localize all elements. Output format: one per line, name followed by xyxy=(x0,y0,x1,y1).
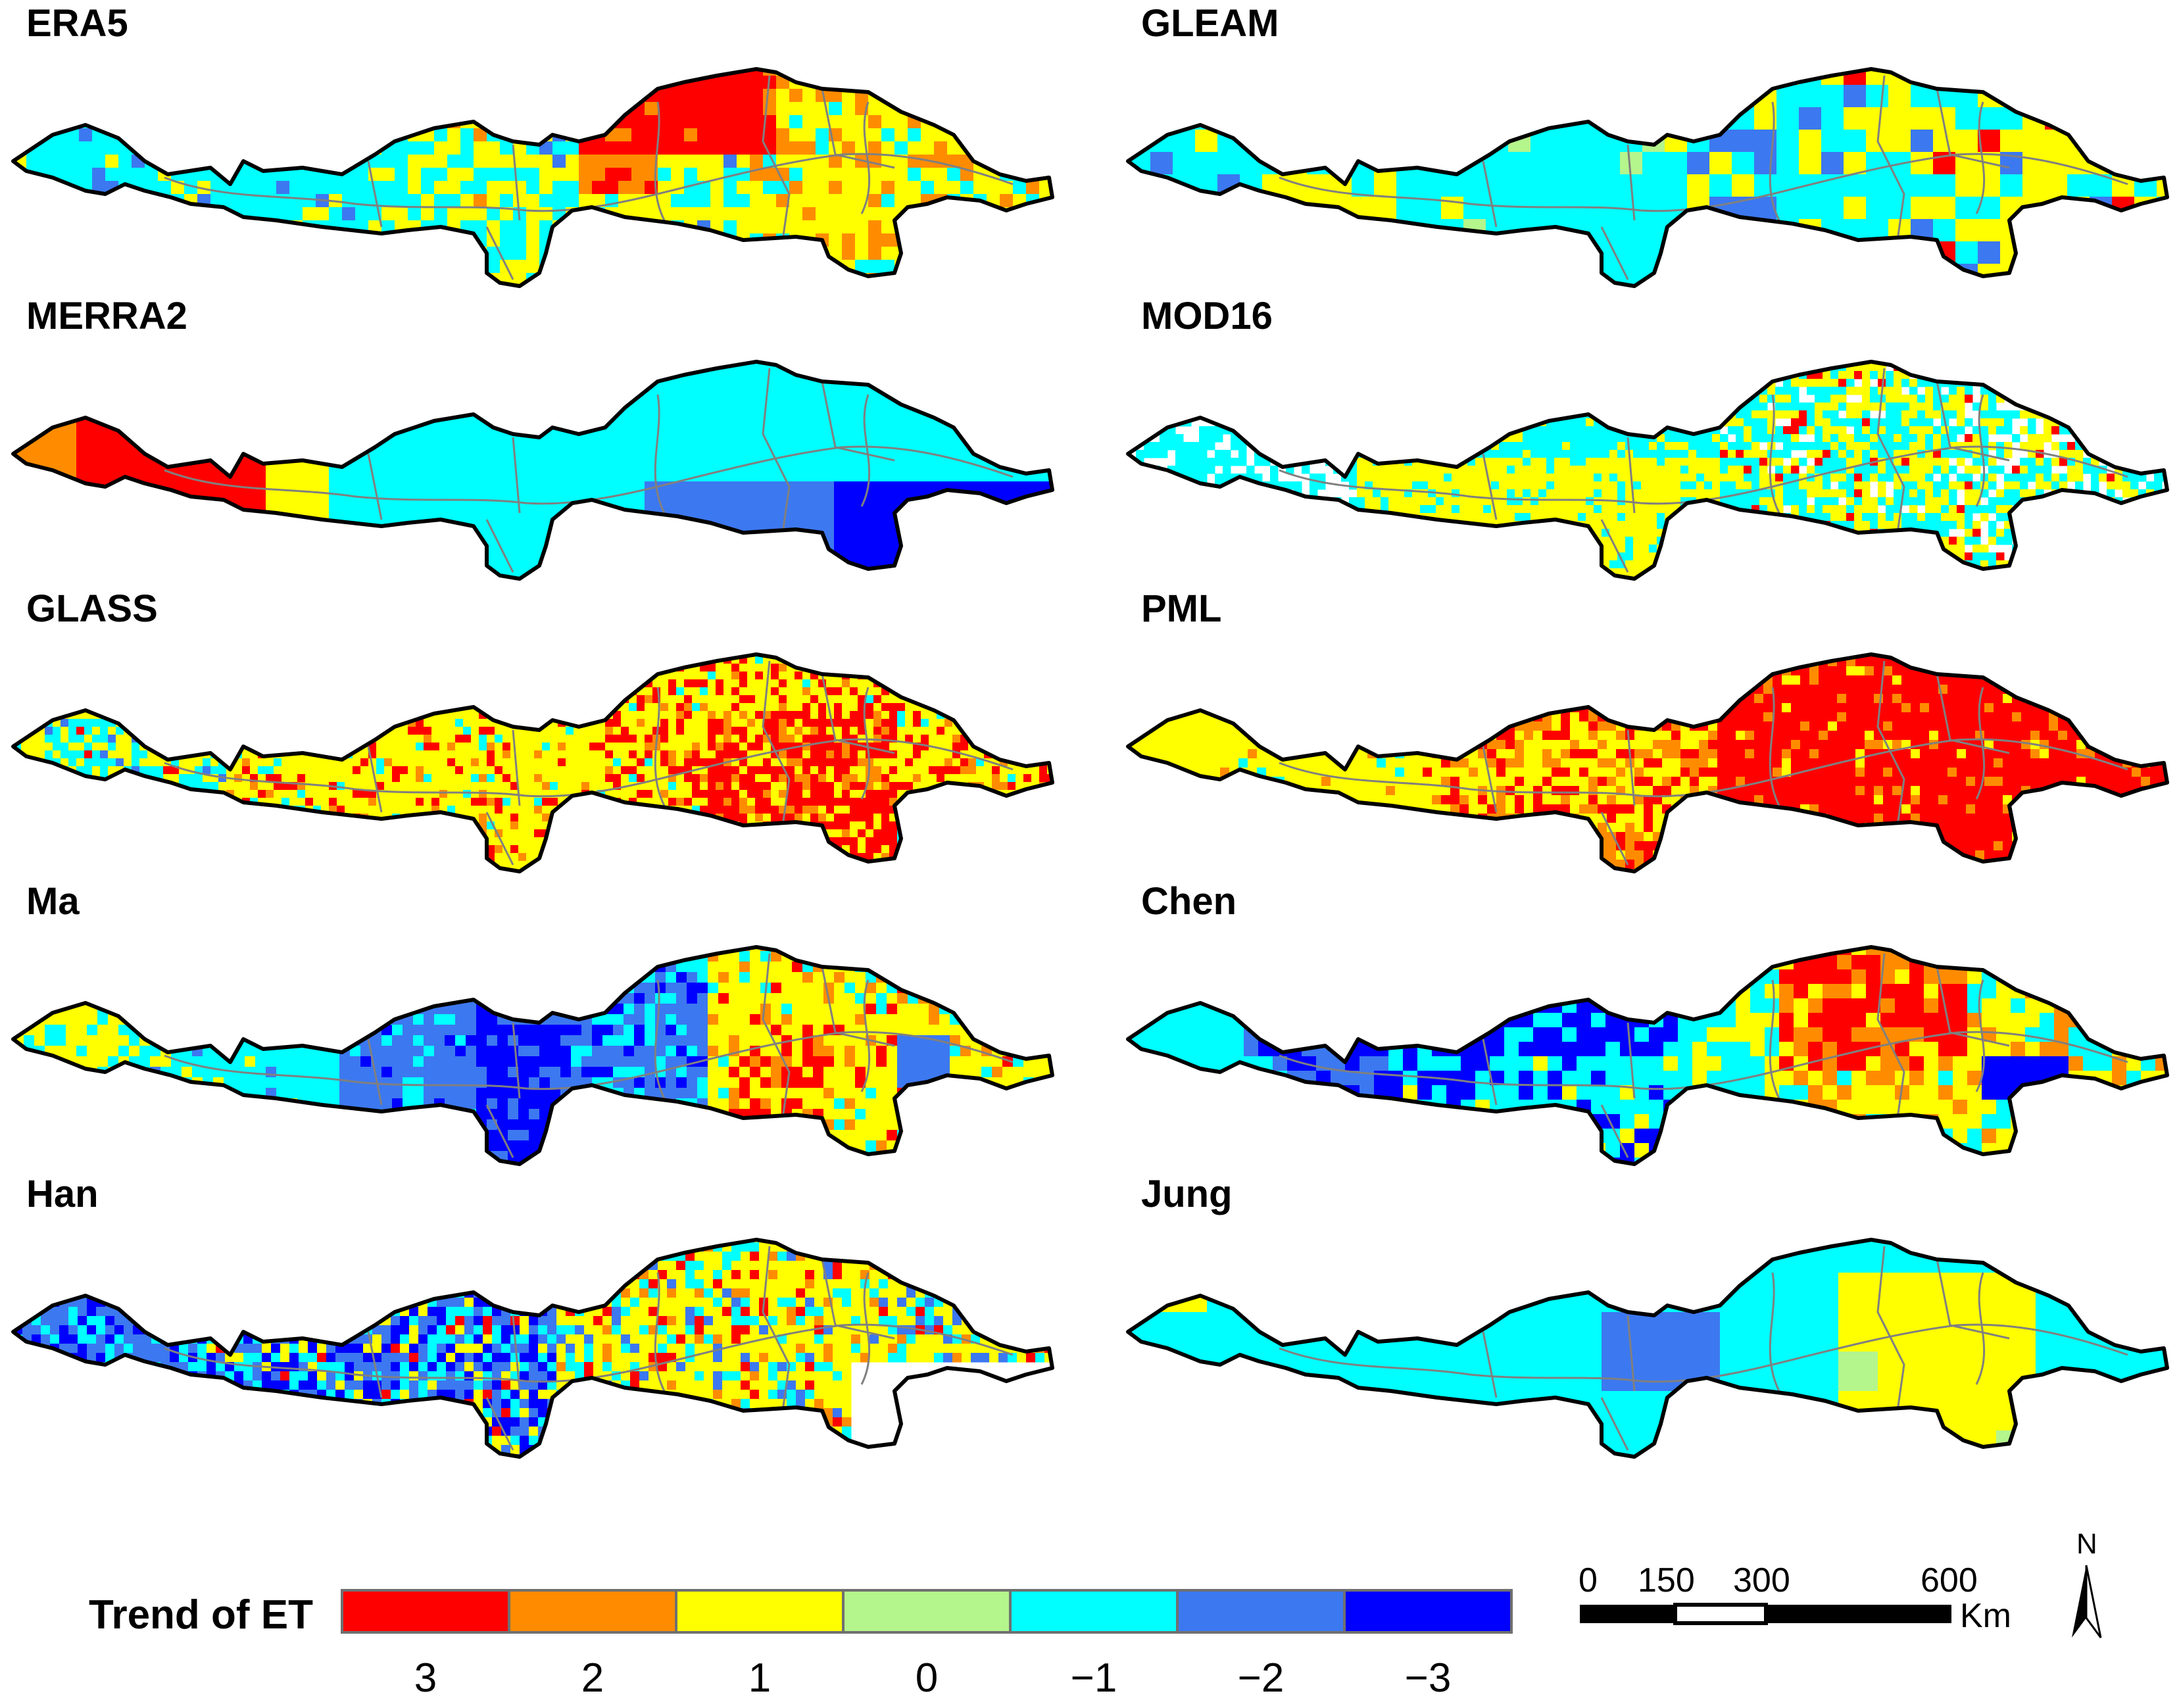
legend-ticks: 3 2 1 0 −1 −2 −3 xyxy=(414,1655,1452,1701)
legend: Trend of ET 3 2 1 0 −1 −2 −3 xyxy=(89,1589,1513,1701)
trend-raster-chen xyxy=(1128,947,2167,1164)
map-panel-glass: GLASS xyxy=(13,587,1056,901)
panel-title-glass: GLASS xyxy=(26,587,158,630)
scale-bar: 0 150 300 600 Km xyxy=(1579,1561,2011,1635)
legend-tick-6: −3 xyxy=(1405,1655,1452,1701)
scale-label-300: 300 xyxy=(1733,1561,1790,1599)
trend-raster-han xyxy=(13,1240,1052,1457)
panel-title-jung: Jung xyxy=(1141,1173,1233,1215)
legend-tick-0: 3 xyxy=(414,1655,437,1701)
legend-swatch-4 xyxy=(1009,1589,1179,1634)
trend-raster-jung xyxy=(1128,1240,2167,1457)
scale-label-0: 0 xyxy=(1579,1561,1598,1599)
panel-title-merra2: MERRA2 xyxy=(26,295,187,337)
legend-tick-4: −1 xyxy=(1071,1655,1117,1701)
map-panel-ma: Ma xyxy=(13,880,1056,1194)
legend-swatch-0 xyxy=(341,1589,510,1634)
map-panel-pml: PML xyxy=(1128,587,2169,906)
north-arrow-left xyxy=(2072,1565,2086,1638)
north-label: N xyxy=(2076,1528,2097,1560)
legend-title: Trend of ET xyxy=(89,1592,313,1638)
legend-tick-3: 0 xyxy=(916,1655,938,1701)
north-arrow-icon: N xyxy=(2072,1528,2102,1638)
map-panel-jung: Jung xyxy=(1128,1173,2179,1510)
scale-segment-2 xyxy=(1673,1603,1768,1625)
map-panel-merra2: MERRA2 xyxy=(13,295,1087,608)
map-panel-chen: Chen xyxy=(1128,880,2170,1202)
panel-title-era5: ERA5 xyxy=(26,2,128,45)
map-panel-mod16: MOD16 xyxy=(1128,295,2170,608)
panel-title-ma: Ma xyxy=(26,880,80,923)
panel-title-mod16: MOD16 xyxy=(1141,295,1273,337)
legend-swatch-6 xyxy=(1343,1589,1513,1634)
scale-unit: Km xyxy=(1960,1597,2011,1635)
north-arrow-right xyxy=(2085,1565,2102,1638)
legend-swatch-5 xyxy=(1176,1589,1346,1634)
scale-segment-1 xyxy=(1580,1605,1675,1623)
map-panel-era5: ERA5 xyxy=(13,2,1053,313)
panel-title-gleam: GLEAM xyxy=(1141,2,1279,45)
legend-tick-5: −2 xyxy=(1238,1655,1285,1701)
map-panel-han: Han xyxy=(13,1173,1054,1492)
map-panel-gleam: GLEAM xyxy=(1128,2,2179,331)
panel-title-pml: PML xyxy=(1141,587,1221,630)
trend-raster-pml xyxy=(1128,654,2167,871)
panel-title-han: Han xyxy=(26,1173,99,1215)
scale-label-600: 600 xyxy=(1921,1561,1978,1599)
legend-tick-2: 1 xyxy=(748,1655,771,1701)
panel-title-chen: Chen xyxy=(1141,880,1236,923)
legend-swatch-1 xyxy=(508,1589,677,1634)
legend-swatch-2 xyxy=(675,1589,845,1634)
legend-swatch-3 xyxy=(842,1589,1012,1634)
map-panels: ERA5 GLEAM MERRA2 MOD16 GLASS PML Ma Chen Han Jun… xyxy=(13,2,2179,1510)
trend-raster-merra2 xyxy=(13,362,1052,579)
legend-tick-1: 2 xyxy=(581,1655,604,1701)
legend-swatches xyxy=(341,1589,1513,1634)
scale-label-150: 150 xyxy=(1638,1561,1695,1599)
scale-segment-3 xyxy=(1766,1605,1951,1623)
